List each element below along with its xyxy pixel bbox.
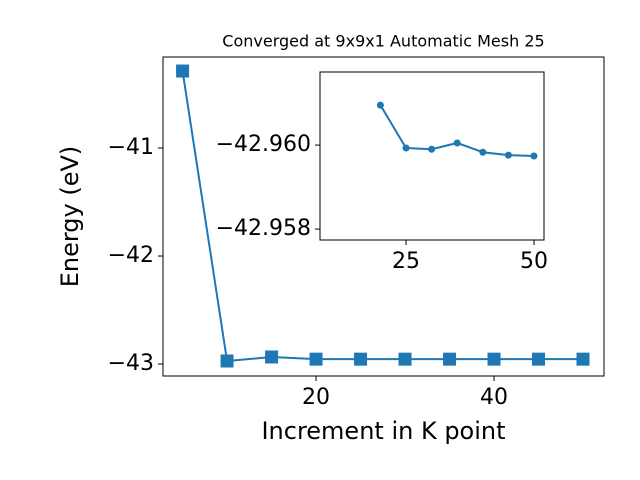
marker	[354, 352, 368, 366]
y-tick-label: −43	[108, 351, 154, 376]
marker	[309, 352, 323, 366]
chart-title: Converged at 9x9x1 Automatic Mesh 25	[222, 32, 544, 51]
marker	[220, 354, 234, 368]
marker	[176, 64, 190, 78]
x-tick-label: 20	[302, 385, 330, 410]
x-tick-label: 40	[480, 385, 508, 410]
marker	[487, 352, 501, 366]
y-tick-label: −42.958	[216, 216, 311, 241]
marker	[402, 144, 410, 152]
marker	[530, 152, 538, 160]
y-tick-label: −41	[108, 135, 154, 160]
marker	[453, 139, 461, 147]
marker	[504, 151, 512, 159]
x-tick-label: 25	[392, 249, 420, 274]
marker	[479, 148, 487, 156]
axes-frame	[319, 71, 545, 241]
series	[376, 101, 538, 160]
marker	[398, 352, 412, 366]
y-tick-label: −42.960	[216, 132, 311, 157]
x-tick-label: 50	[520, 249, 548, 274]
line	[181, 70, 583, 363]
marker	[265, 350, 279, 364]
marker	[532, 352, 546, 366]
axes-frame	[162, 56, 605, 377]
series	[176, 64, 590, 368]
marker	[428, 145, 436, 153]
marker	[443, 352, 457, 366]
x-axis-label: Increment in K point	[261, 417, 505, 445]
y-axis-label: Energy (eV)	[56, 146, 84, 288]
marker	[376, 101, 384, 109]
y-tick-label: −42	[108, 243, 154, 268]
marker	[576, 352, 590, 366]
